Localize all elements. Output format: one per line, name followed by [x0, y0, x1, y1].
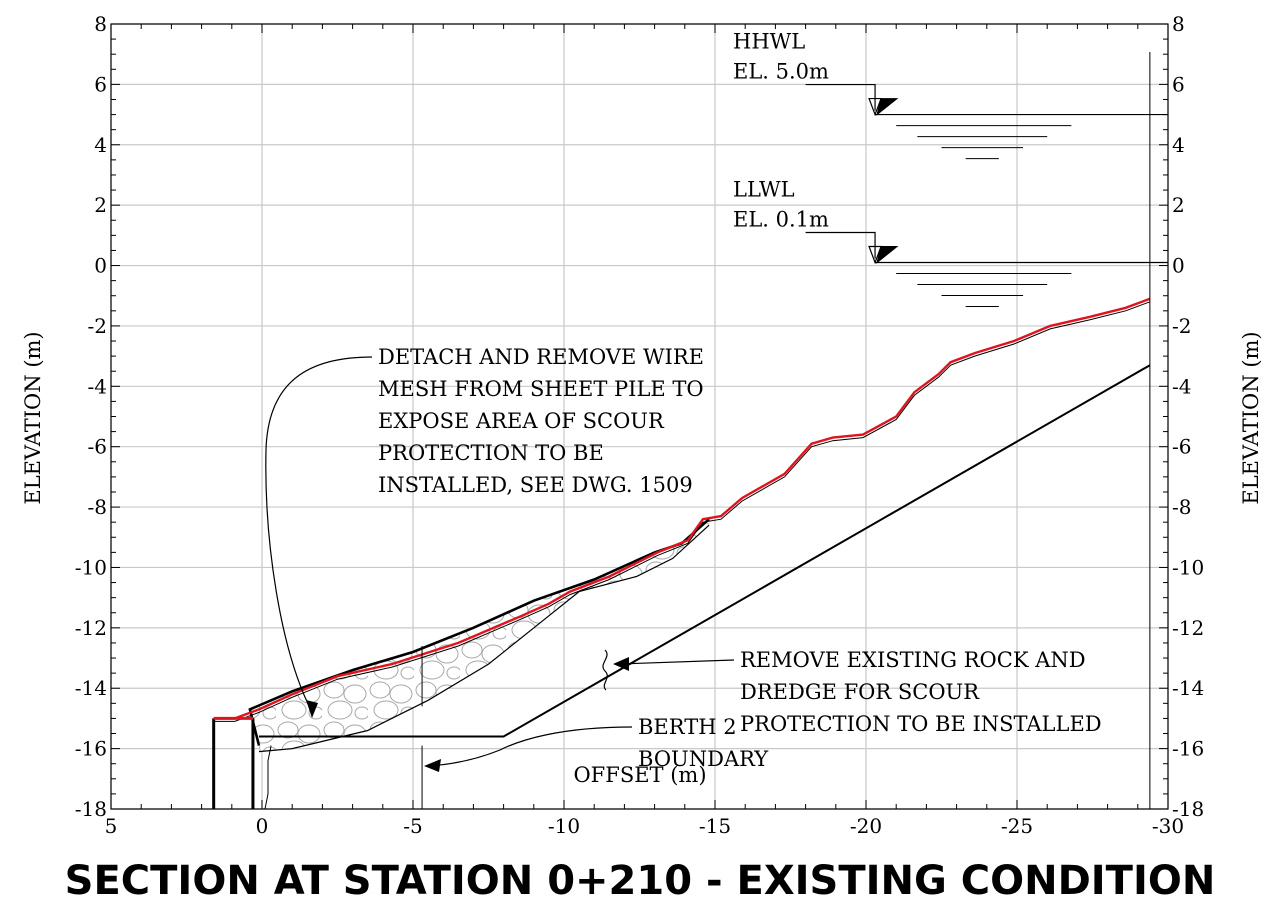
y-tick-label-left: -16: [75, 737, 107, 761]
mudline-left: [264, 745, 272, 809]
axis-ticks: 8 8 6 6 4 4 2 2 0 0 -2 -2 -4 -4 -6 -6 -8 -8 -10 -10 -12 -12 -1…: [75, 12, 1204, 838]
y-tick-label-left: -4: [88, 374, 107, 398]
break-mark: [602, 649, 608, 691]
water-level-markers: [805, 52, 1168, 809]
x-tick-label: -5: [403, 814, 422, 838]
note-berth-boundary-line: BERTH 2: [638, 715, 737, 739]
note-wire-mesh-line: PROTECTION TO BE: [378, 441, 604, 465]
y-tick-label-left: -12: [75, 616, 107, 640]
x-axis-label: OFFSET (m): [573, 763, 706, 787]
existing-rock-bottom-line: [258, 524, 710, 753]
y-tick-label-left: -6: [88, 435, 107, 459]
y-tick-label-left: -10: [75, 555, 107, 579]
x-tick-label: 5: [105, 814, 118, 838]
berth-arrowhead: [424, 759, 441, 772]
x-tick-label: 0: [256, 814, 269, 838]
hhwl-elevation-label: EL. 5.0m: [733, 60, 829, 84]
y-tick-label-right: -6: [1172, 435, 1191, 459]
x-tick-label: -10: [548, 814, 580, 838]
x-tick-label: -20: [850, 814, 882, 838]
x-tick-label: -25: [1001, 814, 1033, 838]
hhwl-label: HHWL: [733, 30, 805, 54]
note-remove-rock-line: DREDGE FOR SCOUR: [740, 680, 980, 704]
llwl-leader: [805, 231, 876, 259]
y-tick-label-left: -8: [88, 495, 107, 519]
y-tick-label-left: 0: [94, 254, 107, 278]
y-tick-label-right: -2: [1172, 314, 1191, 338]
y-tick-label-right: -4: [1172, 374, 1191, 398]
notes: DETACH AND REMOVE WIRE MESH FROM SHEET PI…: [378, 30, 1102, 771]
y-axis-label-left: ELEVATION (m): [21, 331, 45, 504]
y-tick-label-right: 6: [1172, 72, 1185, 96]
note-berth-boundary-line: BOUNDARY: [638, 747, 769, 771]
y-tick-label-left: -18: [75, 797, 107, 821]
existing-surface-red-line: [213, 297, 1151, 720]
y-tick-label-left: 8: [94, 12, 107, 36]
y-tick-label-right: -12: [1172, 616, 1204, 640]
y-tick-label-left: 6: [94, 72, 107, 96]
existing-surface-line: [213, 301, 1151, 722]
y-tick-label-right: -10: [1172, 555, 1204, 579]
note-wire-mesh-line: INSTALLED, SEE DWG. 1509: [378, 473, 693, 497]
x-tick-label: -15: [699, 814, 731, 838]
note-remove-rock-line: REMOVE EXISTING ROCK AND: [740, 648, 1086, 672]
berth-leader: [427, 726, 633, 767]
note-remove-rock-line: PROTECTION TO BE INSTALLED: [740, 712, 1102, 736]
note-wire-mesh-line: DETACH AND REMOVE WIRE: [378, 345, 704, 369]
y-tick-label-right: -16: [1172, 737, 1204, 761]
y-tick-label-left: 2: [94, 193, 107, 217]
llwl-label: LLWL: [733, 178, 795, 202]
y-tick-label-right: 4: [1172, 133, 1185, 157]
y-tick-label-right: 0: [1172, 254, 1185, 278]
remove-rock-arrowhead: [613, 657, 629, 671]
x-tick-label: -30: [1152, 814, 1184, 838]
y-tick-label-right: -8: [1172, 495, 1191, 519]
y-tick-label-right: -18: [1172, 797, 1204, 821]
llwl-triangle-solid: [876, 246, 899, 264]
llwl-elevation-label: EL. 0.1m: [733, 208, 829, 232]
y-tick-label-right: -14: [1172, 676, 1204, 700]
y-tick-label-left: 4: [94, 133, 107, 157]
y-axis-label-right: ELEVATION (m): [1239, 331, 1263, 504]
section-profiles: [213, 297, 1151, 809]
section-title: SECTION AT STATION 0+210 - EXISTING COND…: [65, 858, 1216, 899]
structures: [212, 716, 255, 809]
note-wire-mesh-line: MESH FROM SHEET PILE TO: [378, 377, 704, 401]
existing-rock-fill: [249, 519, 709, 752]
y-tick-label-left: -14: [75, 676, 107, 700]
hhwl-leader: [805, 83, 876, 111]
note-leaders: [265, 356, 735, 772]
note-wire-mesh-line: EXPOSE AREA OF SCOUR: [378, 409, 665, 433]
dredge-line: [259, 364, 1151, 738]
wire-mesh-leader: [265, 356, 373, 713]
remove-rock-leader: [617, 659, 735, 665]
hhwl-triangle-solid: [876, 98, 899, 116]
y-tick-label-right: 2: [1172, 193, 1185, 217]
wire-mesh-arrowhead: [306, 700, 318, 718]
y-tick-label-right: 8: [1172, 12, 1185, 36]
y-tick-label-left: -2: [88, 314, 107, 338]
